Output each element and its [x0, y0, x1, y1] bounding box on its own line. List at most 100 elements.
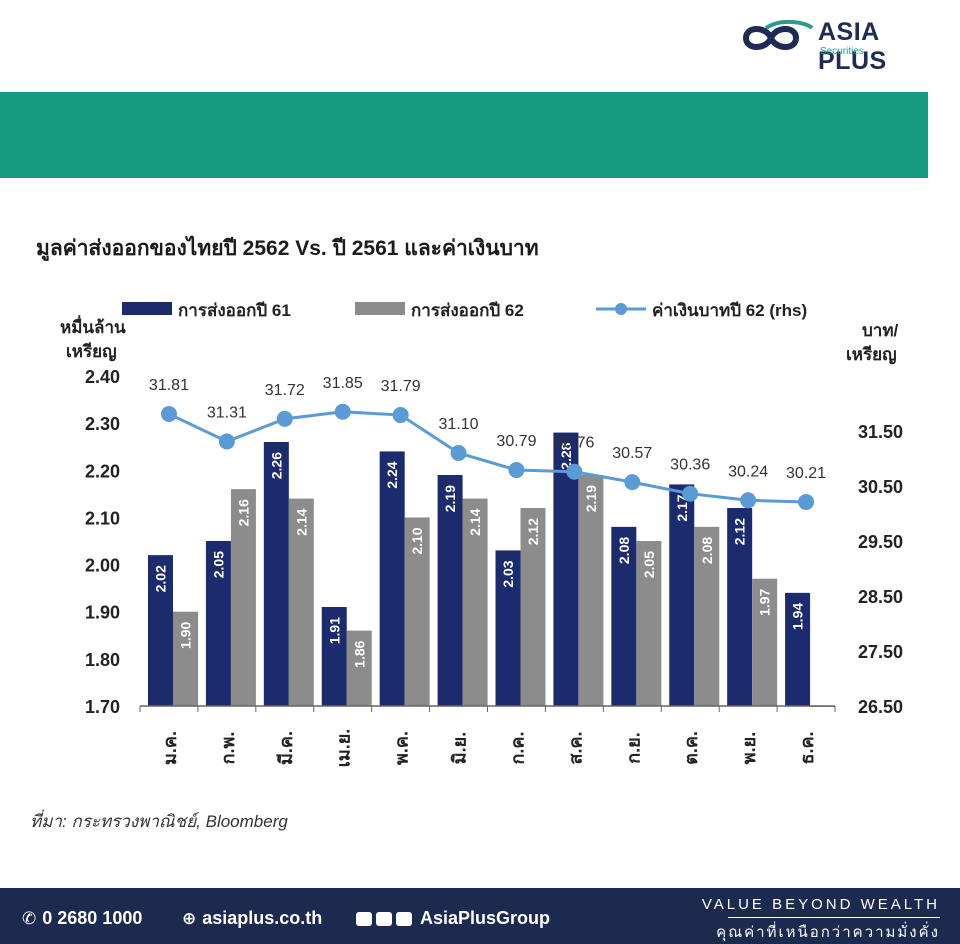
phone-icon: ✆ — [22, 908, 37, 928]
baht-label: 31.31 — [207, 404, 247, 421]
bar-61-label: 1.94 — [790, 603, 806, 630]
x-tick-label: ก.ค. — [507, 732, 527, 765]
bar-62 — [230, 489, 256, 706]
bar-61 — [611, 526, 637, 706]
twitter-icon — [376, 911, 392, 926]
y2-tick-label: 28.50 — [858, 587, 903, 607]
brand-name: ASIA PLUS — [818, 18, 887, 75]
footer-website-text: asiaplus.co.th — [202, 908, 323, 928]
baht-label: 30.76 — [554, 435, 594, 452]
tagline-divider — [728, 917, 940, 918]
baht-point — [566, 463, 583, 480]
bar-61-label: 2.28 — [558, 442, 574, 469]
bar-62 — [694, 526, 720, 706]
bar-62-label: 2.05 — [641, 551, 657, 578]
globe-icon: ⊕ — [182, 908, 197, 928]
bar-61-label: 2.02 — [153, 565, 169, 592]
y-tick-label: 2.00 — [85, 556, 120, 576]
y2-axis-label-line1: บาท/ — [862, 321, 899, 340]
baht-label: 31.85 — [323, 375, 363, 392]
y-tick-label: 1.90 — [85, 603, 120, 623]
x-tick-label: ต.ค. — [681, 731, 701, 765]
baht-label: 30.79 — [496, 433, 536, 450]
x-tick-label: ธ.ค. — [797, 731, 817, 764]
baht-point — [218, 433, 235, 450]
legend-line-marker — [615, 303, 627, 315]
baht-label: 31.79 — [381, 378, 421, 395]
baht-point — [276, 410, 293, 427]
y-axis-label-line1: หมื่นล้าน — [60, 315, 126, 337]
tagline-th: คุณค่าที่เหนือกว่าความมั่งคั่ง — [716, 924, 940, 941]
bar-62-label: 2.14 — [293, 508, 309, 535]
brand-logo: ASIA PLUS Securities — [726, 14, 946, 75]
bar-62 — [520, 508, 546, 706]
baht-point — [334, 403, 351, 420]
bar-62-label: 2.19 — [583, 485, 599, 512]
header-band — [0, 92, 928, 178]
bar-61-label: 2.08 — [616, 537, 632, 564]
baht-point — [450, 445, 467, 461]
bar-61 — [437, 475, 463, 706]
baht-label: 31.10 — [439, 416, 479, 433]
baht-label: 30.36 — [670, 457, 710, 474]
baht-point — [740, 492, 757, 509]
x-tick-label: พ.ย. — [739, 732, 759, 764]
source-note: ที่มา: กระทรวงพาณิชย์, Bloomberg — [30, 812, 288, 831]
bar-62-label: 2.08 — [699, 537, 715, 564]
bar-62 — [578, 475, 604, 706]
baht-label: 31.72 — [265, 382, 305, 399]
bar-62 — [173, 611, 198, 706]
baht-point — [392, 407, 409, 424]
bar-62-label: 1.97 — [757, 589, 773, 616]
legend-label-baht: ค่าเงินบาทปี 62 (rhs) — [652, 300, 807, 320]
baht-point — [508, 462, 525, 479]
legend-label-61: การส่งออกปี 61 — [178, 300, 291, 320]
bar-61-label: 2.05 — [210, 551, 226, 578]
x-tick-label: ก.พ. — [218, 732, 238, 765]
y2-tick-label: 27.50 — [858, 642, 903, 662]
y-tick-label: 2.40 — [85, 367, 120, 387]
bar-61-label: 2.17 — [674, 494, 690, 521]
bar-62-label: 1.86 — [351, 640, 367, 667]
y-tick-label: 2.20 — [85, 461, 120, 481]
bar-62 — [752, 578, 778, 706]
x-tick-label: เม.ย. — [334, 729, 354, 768]
bar-61 — [669, 484, 695, 706]
footer-phone[interactable]: ✆ 0 2680 1000 — [22, 908, 142, 929]
youtube-icon — [396, 911, 412, 926]
bar-61-label: 2.12 — [732, 518, 748, 545]
legend-label-62: การส่งออกปี 62 — [411, 300, 524, 320]
baht-line — [168, 410, 807, 504]
baht-label: 31.81 — [149, 377, 189, 394]
footer-website[interactable]: ⊕ asiaplus.co.th — [182, 908, 322, 929]
baht-point — [682, 485, 699, 502]
bar-61 — [495, 550, 521, 706]
legend-swatch-61 — [122, 302, 172, 315]
footer-phone-text: 0 2680 1000 — [42, 908, 143, 928]
baht-label: 30.24 — [728, 463, 768, 480]
baht-point — [798, 493, 815, 510]
bar-62-label: 2.16 — [235, 499, 251, 526]
baht-point — [624, 474, 641, 491]
bar-61-label: 2.03 — [500, 560, 516, 587]
baht-label: 30.21 — [786, 465, 826, 482]
bar-62-label: 2.10 — [409, 527, 425, 554]
export-chart: การส่งออกปี 61 การส่งออกปี 62 ค่าเงินบาท… — [60, 300, 903, 768]
bar-61 — [727, 508, 753, 706]
bar-62-label: 1.90 — [178, 622, 194, 649]
bar-61-label: 2.24 — [384, 461, 400, 488]
y2-tick-label: 30.50 — [858, 477, 903, 497]
x-tick-label: ม.ค. — [160, 731, 180, 765]
bar-61 — [321, 607, 347, 706]
bar-61 — [148, 555, 173, 706]
bar-62 — [462, 498, 488, 706]
bar-62 — [404, 517, 430, 706]
chart-title: มูลค่าส่งออกของไทยปี 2562 Vs. ปี 2561 แล… — [36, 237, 539, 260]
x-tick-label: มิ.ย. — [450, 732, 470, 764]
footer-social[interactable]: AsiaPlusGroup — [356, 908, 550, 929]
y-tick-label: 1.70 — [85, 697, 120, 717]
x-tick-label: มี.ค. — [276, 731, 296, 765]
bar-62 — [288, 498, 314, 706]
bar-62-label: 2.14 — [467, 508, 483, 535]
baht-point — [160, 405, 177, 422]
